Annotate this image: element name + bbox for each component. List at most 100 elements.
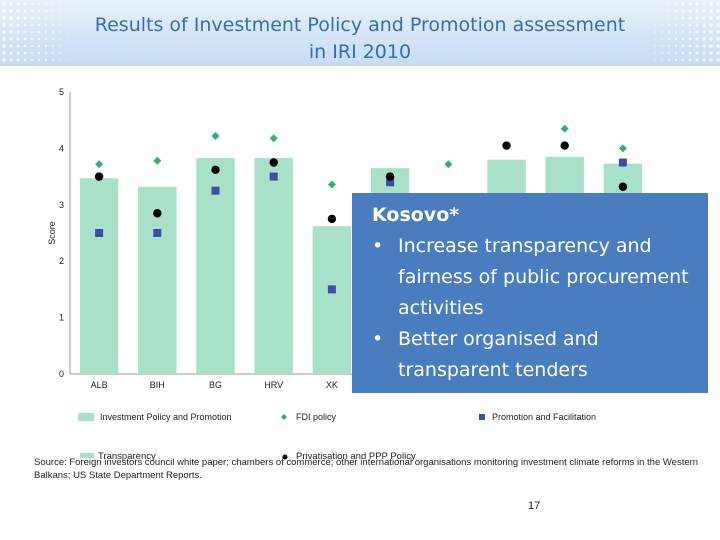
banner-dot (702, 51, 706, 55)
banner-dot (702, 58, 706, 62)
banner-dot (716, 58, 720, 62)
banner-dot (661, 10, 663, 12)
banner-dot (2, 9, 6, 13)
banner-dot (52, 17, 54, 19)
point-fdi-policy (95, 160, 104, 169)
banner-dot (716, 9, 720, 13)
banner-dot (2, 37, 6, 41)
banner-dot (674, 23, 678, 27)
banner-dot (716, 16, 720, 20)
banner-dot (674, 16, 678, 20)
banner-dot (702, 16, 706, 20)
banner-dot (16, 37, 20, 41)
banner-dot (23, 9, 27, 13)
banner-dot (9, 51, 13, 55)
banner-dot (716, 37, 720, 41)
banner-dot (668, 59, 670, 61)
legend-swatch-privatisation (282, 454, 288, 460)
point-transparency (560, 141, 569, 150)
banner-dot (681, 23, 685, 27)
banner-dot (681, 9, 685, 13)
banner-dot (674, 2, 678, 6)
banner-dot (668, 3, 670, 5)
y-tick-label: 4 (59, 143, 64, 153)
banner-dot (23, 30, 27, 34)
banner-dot (716, 30, 720, 34)
banner-dot (695, 58, 699, 62)
callout-heading: Kosovo* (372, 204, 460, 226)
x-tick-label: BIH (150, 380, 165, 390)
banner-dot (688, 2, 692, 6)
banner-dot (59, 59, 61, 61)
banner-dot (695, 37, 699, 41)
point-promotion-facilitation (269, 172, 278, 181)
banner-dot (23, 58, 27, 62)
x-tick-label: BG (209, 380, 222, 390)
point-fdi-policy (153, 156, 162, 165)
banner-dot (702, 9, 706, 13)
banner-dot (654, 45, 656, 47)
banner-dot (668, 45, 670, 47)
banner-dot (654, 52, 656, 54)
bullet-icon: • (372, 328, 384, 350)
banner-dot (66, 17, 68, 19)
banner-dot (30, 51, 34, 55)
banner-dot (59, 3, 61, 5)
banner-dot (30, 9, 34, 13)
banner-dot (45, 17, 47, 19)
banner-dot (52, 59, 54, 61)
banner-dot (661, 3, 663, 5)
banner-dot (16, 16, 20, 20)
bar-investment-policy (79, 178, 119, 374)
x-tick-label: ALB (91, 380, 108, 390)
banner-dot (16, 44, 20, 48)
banner-dot (45, 59, 47, 61)
banner-dot (59, 10, 61, 12)
legend-swatch-fdi (281, 414, 287, 420)
banner-dot (2, 23, 6, 27)
banner-dot (9, 16, 13, 20)
banner-dot (688, 30, 692, 34)
banner-dot (16, 2, 20, 6)
legend-label-transparency: Transparency (98, 451, 156, 462)
banner-dot (66, 3, 68, 5)
point-fdi-policy (560, 124, 569, 133)
banner-dot (2, 51, 6, 55)
banner-dot (654, 31, 656, 33)
slide-title-line2: in IRI 2010 (308, 41, 412, 63)
banner-dot (709, 51, 713, 55)
banner-dot (2, 58, 6, 62)
banner-dot (30, 58, 34, 62)
banner-dot (37, 23, 41, 27)
banner-dot (23, 16, 27, 20)
banner-dot (66, 31, 68, 33)
banner-dot (59, 17, 61, 19)
banner-dot (52, 38, 54, 40)
banner-dot (16, 58, 20, 62)
banner-dot (695, 16, 699, 20)
banner-dot (674, 58, 678, 62)
banner-dot (45, 45, 47, 47)
banner-dot (709, 44, 713, 48)
banner-dot (716, 2, 720, 6)
banner-dot (674, 44, 678, 48)
y-tick-label: 1 (59, 313, 64, 323)
point-transparency (94, 172, 104, 181)
banner-dot (661, 24, 663, 26)
banner-dot (716, 51, 720, 55)
banner-dot (52, 45, 54, 47)
banner-dot (702, 37, 706, 41)
banner-dot (709, 2, 713, 6)
banner-dot (681, 30, 685, 34)
source-note: Source: Foreign investors council white … (34, 457, 699, 481)
point-fdi-policy (327, 180, 336, 189)
banner-dot (59, 31, 61, 33)
banner-dot (661, 59, 663, 61)
banner-dot (37, 51, 41, 55)
callout-bullet-1: • Increase transparency and fairness of p… (372, 231, 700, 324)
banner-dot (709, 58, 713, 62)
banner-dot (695, 44, 699, 48)
banner-dot (688, 9, 692, 13)
banner-dot (45, 3, 47, 5)
banner-dot (702, 44, 706, 48)
